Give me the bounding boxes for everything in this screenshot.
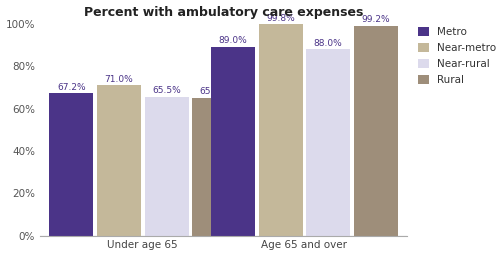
Text: 99.2%: 99.2% — [361, 15, 390, 24]
Legend: Metro, Near-metro, Near-rural, Rural: Metro, Near-metro, Near-rural, Rural — [416, 25, 498, 87]
Text: 65.1%: 65.1% — [200, 87, 229, 96]
Text: 89.0%: 89.0% — [219, 37, 247, 46]
Text: 88.0%: 88.0% — [314, 39, 343, 48]
Text: 65.5%: 65.5% — [152, 86, 181, 95]
Text: 67.2%: 67.2% — [57, 83, 86, 92]
Bar — [259, 24, 303, 236]
Bar — [211, 47, 255, 236]
Bar — [354, 26, 398, 236]
Bar — [97, 85, 141, 236]
Bar — [145, 97, 188, 236]
Bar — [192, 98, 236, 236]
Title: Percent with ambulatory care expenses: Percent with ambulatory care expenses — [84, 6, 363, 18]
Bar — [306, 49, 350, 236]
Text: 71.0%: 71.0% — [105, 74, 134, 84]
Bar — [49, 93, 93, 236]
Text: 99.8%: 99.8% — [266, 14, 295, 23]
